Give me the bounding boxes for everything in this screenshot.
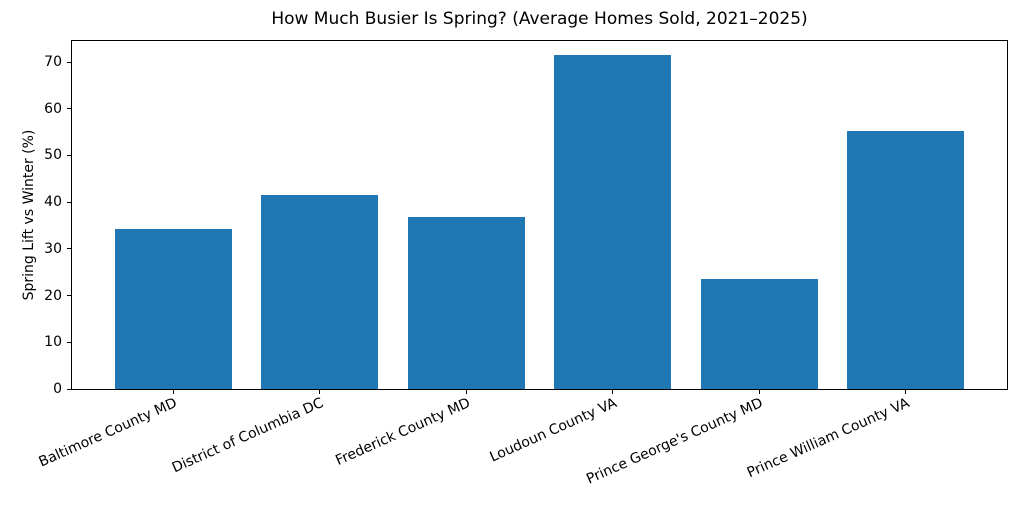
x-tick-label: Prince William County VA (744, 395, 912, 482)
y-tick-mark (67, 341, 71, 343)
plot-area: 0 10 20 30 40 50 60 70 Baltimore County MD Distri… (36, 40, 1008, 488)
bar-1 (261, 195, 379, 389)
y-tick-mark (67, 388, 71, 390)
x-tick-label: Baltimore County MD (36, 395, 180, 471)
y-tick-mark (67, 61, 71, 63)
bar-3 (554, 54, 672, 389)
y-tick-mark (67, 201, 71, 203)
bar-4 (700, 279, 818, 389)
chart-title: How Much Busier Is Spring? (Average Home… (271, 9, 808, 29)
x-tick-mark (758, 390, 760, 394)
y-tick-label: 40 (44, 194, 62, 211)
y-tick-mark (67, 154, 71, 156)
y-tick-mark (67, 248, 71, 250)
x-tick-mark (465, 390, 467, 394)
x-tick-mark (612, 390, 614, 394)
x-tick-mark (319, 390, 321, 394)
x-tick-label: Frederick County MD (332, 395, 473, 469)
y-tick-label: 30 (44, 240, 62, 257)
y-tick-label: 50 (44, 147, 62, 164)
bar-0 (114, 229, 232, 389)
x-tick-mark (172, 390, 174, 394)
y-tick-label: 20 (44, 287, 62, 304)
x-tick-label: Loudoun County VA (487, 395, 619, 466)
y-tick-label: 70 (44, 54, 62, 71)
y-tick-label: 10 (44, 334, 62, 351)
y-tick-label: 0 (53, 381, 62, 397)
bar-2 (407, 217, 525, 389)
y-tick-mark (67, 108, 71, 110)
y-tick-mark (67, 295, 71, 297)
x-tick-mark (905, 390, 907, 394)
x-tick-label: District of Columbia DC (169, 395, 326, 477)
y-tick-label: 60 (44, 100, 62, 117)
bar-5 (847, 131, 965, 389)
